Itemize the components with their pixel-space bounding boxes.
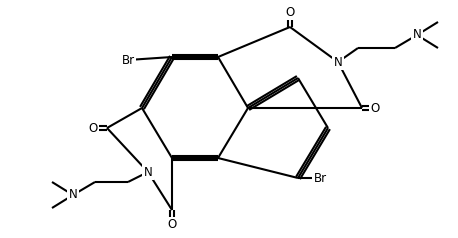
Text: O: O: [88, 122, 98, 134]
Text: N: N: [69, 188, 77, 202]
Text: N: N: [144, 165, 153, 178]
Text: O: O: [167, 218, 177, 232]
Text: N: N: [333, 55, 343, 69]
Text: O: O: [371, 101, 380, 114]
Text: Br: Br: [121, 54, 135, 66]
Text: Br: Br: [313, 172, 327, 184]
Text: N: N: [413, 29, 421, 41]
Text: O: O: [285, 5, 294, 19]
